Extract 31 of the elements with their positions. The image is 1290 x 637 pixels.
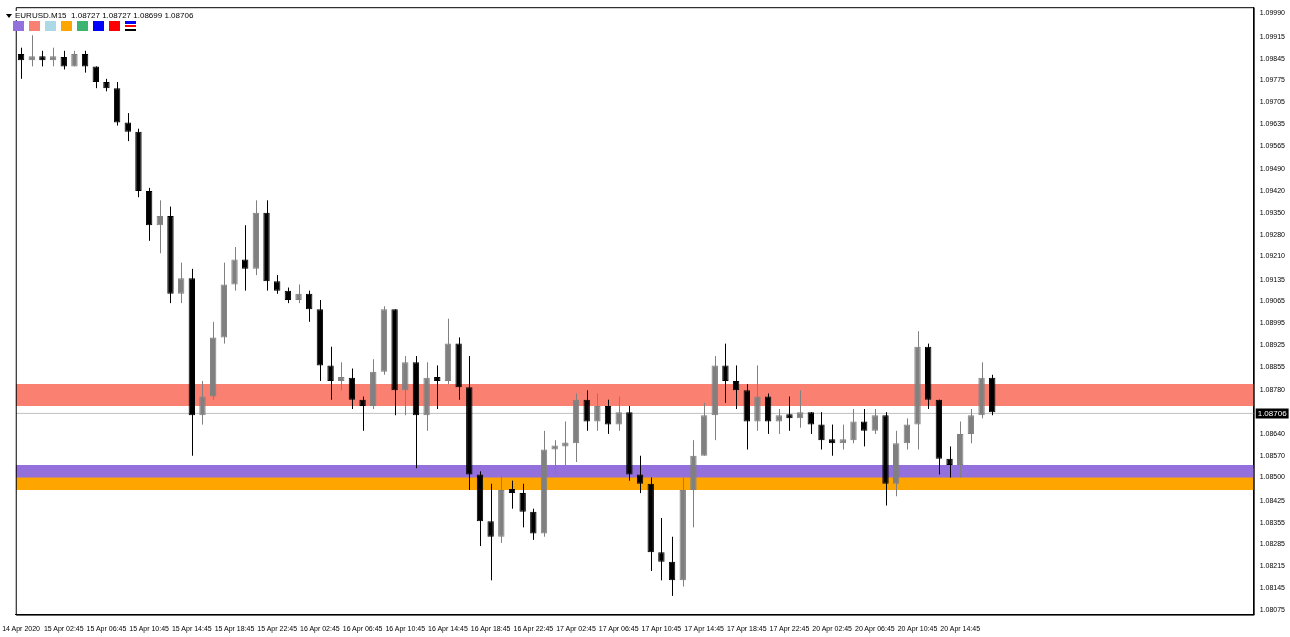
candlestick: [177, 262, 185, 304]
candlestick: [231, 246, 238, 292]
candlestick: [615, 396, 622, 432]
candlestick: [519, 483, 526, 528]
ref-line-label: 1.08706: [1257, 408, 1288, 418]
candlestick: [754, 364, 761, 432]
candlestick: [658, 517, 665, 581]
candlestick: [295, 283, 302, 304]
candlestick: [594, 392, 601, 432]
candlestick: [583, 389, 590, 432]
candlestick: [871, 408, 879, 435]
candlestick: [786, 396, 793, 432]
candlestick: [946, 445, 953, 479]
candlestick: [348, 368, 356, 410]
candlestick: [604, 399, 612, 435]
candlestick: [860, 408, 868, 447]
candlestick: [487, 483, 494, 581]
candlestick: [124, 112, 131, 142]
candlestick: [818, 411, 825, 451]
candlestick: [359, 396, 366, 432]
candlestick: [551, 439, 558, 475]
candlestick: [530, 508, 537, 541]
candlestick: [274, 274, 281, 295]
candlestick: [636, 455, 644, 494]
candlestick: [562, 420, 569, 466]
candlestick: [967, 408, 975, 444]
candlestick: [199, 380, 206, 426]
candlestick: [722, 343, 729, 404]
text: EURUSD.M15 1.08727 1.08727 1.08699 1.08706: [15, 11, 194, 20]
candlestick: [327, 346, 334, 401]
candlestick: [850, 408, 857, 444]
